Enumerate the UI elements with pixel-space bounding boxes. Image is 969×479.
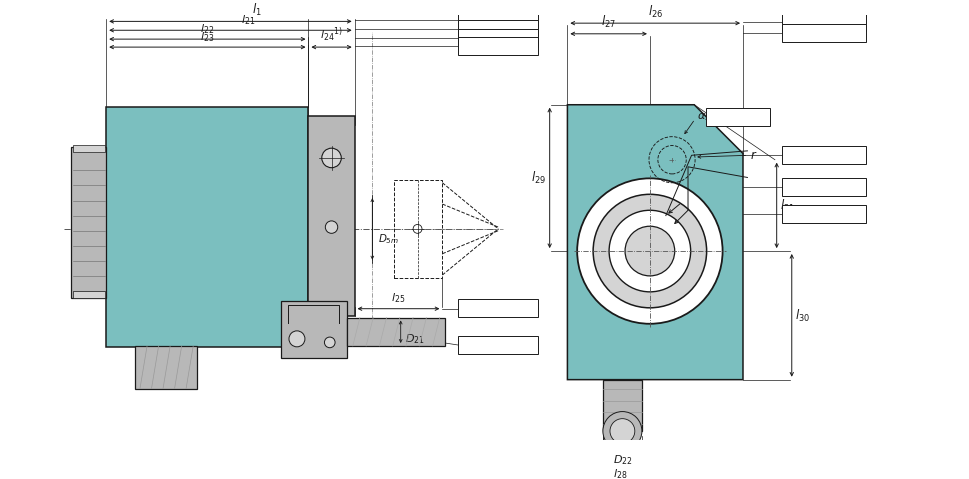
- Text: $l_1$: $l_1$: [252, 2, 262, 18]
- Circle shape: [603, 411, 641, 451]
- Circle shape: [610, 419, 635, 444]
- Circle shape: [413, 225, 422, 233]
- Bar: [782, 13, 866, 31]
- Bar: [107, 107, 308, 347]
- Text: $l_{27}$: $l_{27}$: [601, 14, 615, 30]
- Text: $l_{28}$: $l_{28}$: [612, 468, 627, 479]
- Text: $l_{26}$: $l_{26}$: [647, 3, 663, 20]
- Text: $l_{31}$: $l_{31}$: [780, 198, 796, 214]
- Bar: [458, 299, 538, 317]
- Bar: [73, 291, 105, 298]
- Bar: [603, 380, 641, 431]
- Text: $r$: $r$: [750, 149, 758, 162]
- Circle shape: [625, 226, 674, 276]
- Bar: [308, 116, 355, 316]
- Text: $l_{23}$: $l_{23}$: [201, 30, 214, 44]
- Bar: [71, 148, 107, 298]
- Text: $l_{21}$: $l_{21}$: [241, 13, 255, 27]
- Bar: [348, 318, 445, 346]
- Bar: [782, 178, 866, 196]
- Bar: [782, 205, 866, 223]
- Bar: [782, 147, 866, 164]
- Text: $l_{24}{}^{1)}$: $l_{24}{}^{1)}$: [320, 25, 343, 44]
- Bar: [73, 145, 105, 152]
- Bar: [458, 21, 538, 38]
- Bar: [458, 37, 538, 55]
- Text: $l_{22}$: $l_{22}$: [201, 22, 214, 35]
- Circle shape: [322, 148, 341, 168]
- Bar: [705, 108, 769, 126]
- Circle shape: [610, 210, 691, 292]
- Circle shape: [593, 194, 706, 308]
- Bar: [135, 346, 197, 388]
- Text: $D_{5m}$: $D_{5m}$: [378, 233, 398, 246]
- Bar: [393, 180, 443, 278]
- Text: $\alpha_{21}$: $\alpha_{21}$: [697, 111, 715, 123]
- Text: $l_{25}$: $l_{25}$: [391, 291, 405, 305]
- Bar: [281, 301, 348, 358]
- Text: $D_{21}$: $D_{21}$: [405, 332, 424, 346]
- Text: $l_{30}$: $l_{30}$: [796, 308, 810, 324]
- Circle shape: [578, 178, 723, 324]
- Polygon shape: [568, 105, 743, 380]
- Text: $l_{29}$: $l_{29}$: [531, 171, 547, 186]
- Bar: [458, 29, 538, 47]
- Bar: [458, 336, 538, 354]
- Text: $D_{22}$: $D_{22}$: [612, 453, 632, 467]
- Circle shape: [289, 331, 305, 347]
- Circle shape: [326, 221, 338, 233]
- Bar: [458, 11, 538, 29]
- Circle shape: [325, 337, 335, 348]
- Bar: [782, 24, 866, 42]
